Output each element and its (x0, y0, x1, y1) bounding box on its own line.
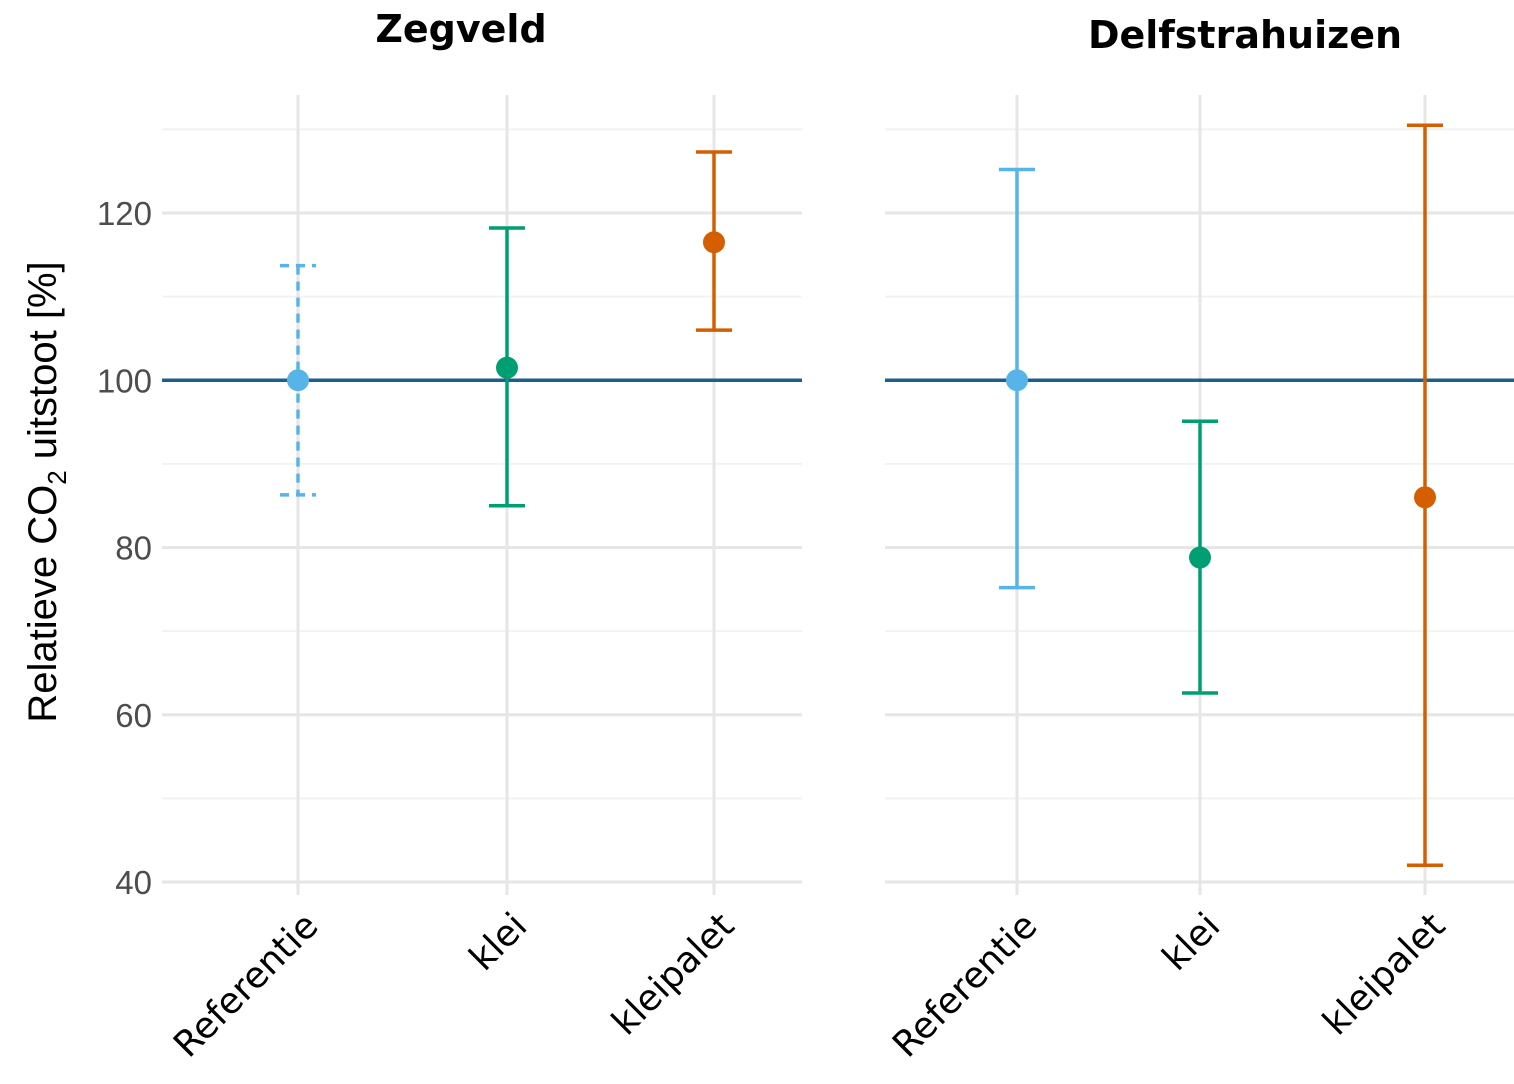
y-tick-label: 80 (115, 530, 152, 567)
data-point (1006, 369, 1028, 392)
x-tick-label: kleipalet (604, 905, 742, 1043)
data-point (1189, 546, 1211, 569)
y-tick-label: 40 (115, 864, 152, 901)
data-point (287, 369, 309, 392)
x-tick-label: klei (1155, 905, 1229, 979)
y-axis-label: Relatieve CO2 uitstoot [%] (21, 261, 72, 722)
panel-delfstrahuizen: Referentie klei kleipalet (885, 95, 1514, 1066)
x-tick-label: Referentie (166, 905, 326, 1065)
y-tick-label: 100 (97, 362, 152, 399)
x-tick-label: Referentie (885, 905, 1045, 1065)
panel-zegveld: 40 60 80 100 120 Referentie klei kleipalet (97, 95, 802, 1066)
x-tick-label: klei (462, 905, 536, 979)
x-tick-label: kleipalet (1315, 905, 1453, 1043)
data-point (1414, 486, 1436, 509)
data-point (496, 356, 518, 379)
y-tick-label: 60 (115, 697, 152, 734)
data-point (703, 231, 725, 254)
panel-title-delfstrahuizen: Delfstrahuizen (1088, 13, 1402, 57)
panel-title-zegveld: Zegveld (375, 7, 546, 51)
y-tick-label: 120 (97, 195, 152, 232)
